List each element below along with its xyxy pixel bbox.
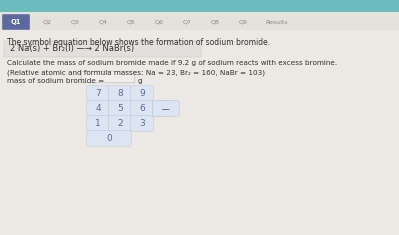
Text: 3: 3 [139, 119, 145, 128]
Text: 2: 2 [117, 119, 123, 128]
Text: 2 Na(s) + Br₂(l) —→ 2 NaBr(s): 2 Na(s) + Br₂(l) —→ 2 NaBr(s) [10, 44, 134, 54]
FancyBboxPatch shape [4, 41, 201, 57]
Text: 9: 9 [139, 89, 145, 98]
FancyBboxPatch shape [131, 101, 153, 116]
Text: Q4: Q4 [99, 20, 107, 24]
Text: −: − [160, 104, 168, 113]
Text: Q3: Q3 [71, 20, 79, 24]
FancyBboxPatch shape [0, 12, 399, 30]
FancyBboxPatch shape [87, 86, 109, 101]
Text: Q9: Q9 [239, 20, 247, 24]
Text: Q1: Q1 [11, 19, 21, 25]
Text: (Relative atomic and formula masses: Na = 23, Br₂ = 160, NaBr = 103): (Relative atomic and formula masses: Na … [7, 69, 265, 75]
FancyBboxPatch shape [81, 71, 135, 83]
FancyBboxPatch shape [153, 101, 179, 116]
FancyBboxPatch shape [0, 30, 399, 235]
FancyBboxPatch shape [109, 116, 131, 131]
Text: Calculate the mass of sodium bromide made if 9.2 g of sodium reacts with excess : Calculate the mass of sodium bromide mad… [7, 60, 337, 66]
Text: Q5: Q5 [126, 20, 135, 24]
Polygon shape [0, 0, 399, 17]
Text: Q6: Q6 [154, 20, 164, 24]
FancyBboxPatch shape [87, 131, 131, 146]
Text: 6: 6 [139, 104, 145, 113]
Text: 4: 4 [95, 104, 101, 113]
Text: mass of sodium bromide =: mass of sodium bromide = [7, 78, 104, 84]
FancyBboxPatch shape [153, 101, 175, 116]
Text: 8: 8 [117, 89, 123, 98]
Text: 0: 0 [106, 134, 112, 143]
FancyBboxPatch shape [87, 116, 109, 131]
Text: The symbol equation below shows the formation of sodium bromide.: The symbol equation below shows the form… [7, 38, 270, 47]
Text: Results: Results [266, 20, 288, 24]
Text: 7: 7 [95, 89, 101, 98]
FancyBboxPatch shape [109, 86, 131, 101]
FancyBboxPatch shape [109, 101, 131, 116]
Text: Q2: Q2 [43, 20, 51, 24]
Text: −: − [162, 104, 170, 113]
FancyBboxPatch shape [131, 116, 153, 131]
Text: 1: 1 [95, 119, 101, 128]
Text: g: g [138, 78, 142, 84]
FancyBboxPatch shape [131, 86, 153, 101]
Text: Q7: Q7 [182, 20, 192, 24]
FancyBboxPatch shape [2, 14, 30, 30]
Text: 5: 5 [117, 104, 123, 113]
FancyBboxPatch shape [87, 101, 109, 116]
Text: Q8: Q8 [211, 20, 219, 24]
